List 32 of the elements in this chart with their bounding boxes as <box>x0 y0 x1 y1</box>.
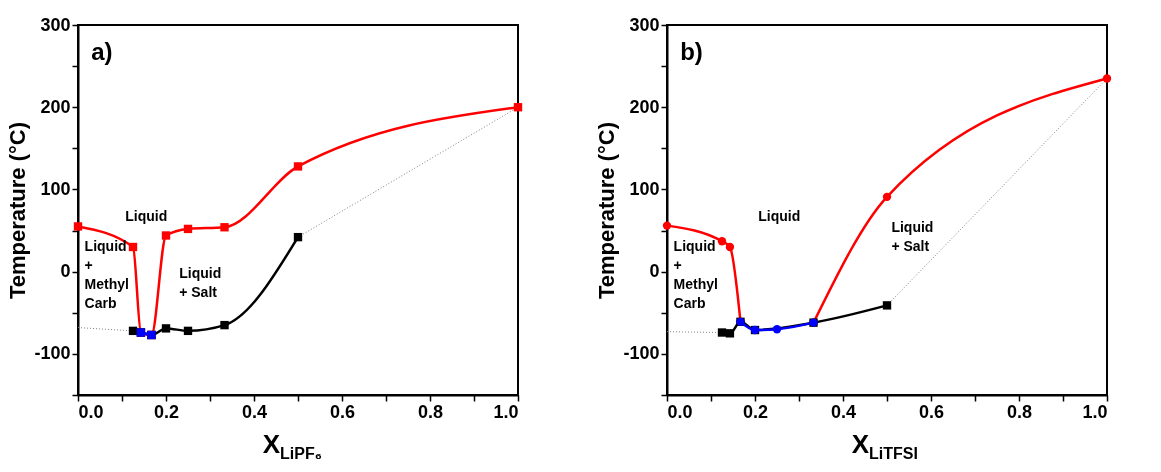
x-tick-label: 0.6 <box>329 401 356 422</box>
x-tick-label: 0.4 <box>241 401 268 422</box>
y-tick-label: 100 <box>629 178 660 199</box>
y-tick-label: -100 <box>34 343 71 364</box>
text: a) <box>91 37 113 65</box>
x-tick-label: 0.0 <box>78 401 104 422</box>
x-tick-label: 0.8 <box>417 401 444 422</box>
x-tick-label: 0.6 <box>918 401 945 422</box>
x-tick-label: 0.4 <box>830 401 857 422</box>
y-tick-label: 100 <box>40 178 71 199</box>
x-tick-label: 1.0 <box>493 401 519 422</box>
annotation: Liquid <box>125 208 168 224</box>
x-tick-label: 1.0 <box>1082 401 1108 422</box>
y-axis-title: Temperature (°C) <box>594 121 620 300</box>
x-tick-label: 0.0 <box>667 401 693 422</box>
annotation: Liquid + Methyl Carb <box>84 237 129 311</box>
annotation: Liquid <box>758 208 801 224</box>
y-tick-label: 300 <box>40 14 71 35</box>
x-tick-label: 0.2 <box>742 401 769 422</box>
x-tick-label: 0.8 <box>1006 401 1033 422</box>
y-tick-label: 300 <box>629 14 660 35</box>
annotation: Liquid + Methyl Carb <box>673 237 718 311</box>
annotation: Liquid + Salt <box>179 265 222 301</box>
x-tick-label: 0.2 <box>153 401 180 422</box>
annotation: Liquid + Salt <box>891 219 934 255</box>
text: b) <box>680 37 703 65</box>
y-axis-title: Temperature (°C) <box>5 121 31 300</box>
y-tick-label: 200 <box>40 96 71 117</box>
y-tick-label: 200 <box>629 96 660 117</box>
y-tick-label: 0 <box>60 261 71 282</box>
y-tick-label: 0 <box>649 261 660 282</box>
y-tick-label: -100 <box>623 343 660 364</box>
